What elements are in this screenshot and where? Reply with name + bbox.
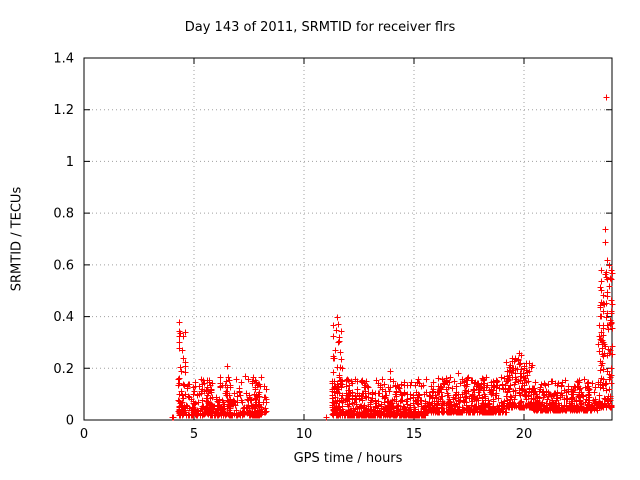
svg-text:0.2: 0.2 <box>53 362 74 377</box>
chart-title: Day 143 of 2011, SRMTID for receiver flr… <box>184 20 456 35</box>
svg-text:0: 0 <box>80 427 88 442</box>
svg-text:1: 1 <box>66 155 74 170</box>
svg-text:1.4: 1.4 <box>53 52 74 67</box>
svg-text:0.8: 0.8 <box>53 207 74 222</box>
svg-text:1.2: 1.2 <box>53 103 74 118</box>
svg-text:0.6: 0.6 <box>53 258 74 273</box>
y-axis-label: SRMTID / TECUs <box>9 186 25 292</box>
x-axis-label: GPS time / hours <box>293 451 403 466</box>
svg-text:0: 0 <box>66 414 74 429</box>
svg-text:10: 10 <box>296 427 313 442</box>
svg-text:5: 5 <box>190 427 198 442</box>
svg-text:0.4: 0.4 <box>53 310 74 325</box>
svg-text:20: 20 <box>516 427 533 442</box>
svg-text:15: 15 <box>406 427 423 442</box>
